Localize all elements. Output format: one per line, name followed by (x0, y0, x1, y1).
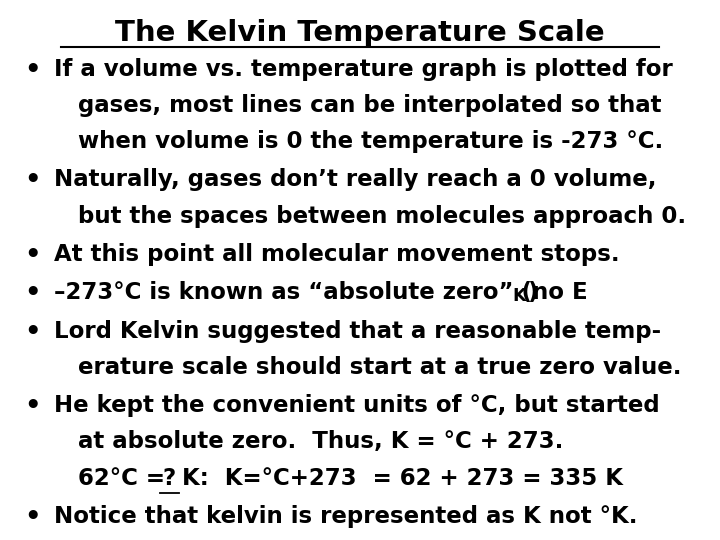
Text: •: • (24, 58, 40, 84)
Text: •: • (24, 243, 40, 269)
Text: He kept the convenient units of °C, but started: He kept the convenient units of °C, but … (54, 394, 660, 417)
Text: ): ) (527, 281, 538, 305)
Text: •: • (24, 320, 40, 346)
Text: •: • (24, 505, 40, 531)
Text: The Kelvin Temperature Scale: The Kelvin Temperature Scale (115, 19, 605, 47)
Text: At this point all molecular movement stops.: At this point all molecular movement sto… (54, 243, 620, 266)
Text: erature scale should start at a true zero value.: erature scale should start at a true zer… (78, 356, 681, 379)
Text: Notice that kelvin is represented as K not °K.: Notice that kelvin is represented as K n… (54, 505, 637, 528)
Text: K:  K=°C+273  = 62 + 273 = 335 K: K: K=°C+273 = 62 + 273 = 335 K (174, 467, 624, 490)
Text: If a volume vs. temperature graph is plotted for: If a volume vs. temperature graph is plo… (54, 58, 672, 81)
Text: K: K (513, 287, 526, 305)
Text: Naturally, gases don’t really reach a 0 volume,: Naturally, gases don’t really reach a 0 … (54, 168, 657, 192)
Text: but the spaces between molecules approach 0.: but the spaces between molecules approac… (78, 205, 686, 228)
Text: when volume is 0 the temperature is -273 °C.: when volume is 0 the temperature is -273… (78, 130, 663, 153)
Text: •: • (24, 394, 40, 420)
Text: –273°C is known as “absolute zero” (no E: –273°C is known as “absolute zero” (no E (54, 281, 588, 305)
Text: at absolute zero.  Thus, K = °C + 273.: at absolute zero. Thus, K = °C + 273. (78, 430, 563, 454)
Text: •: • (24, 281, 40, 307)
Text: Lord Kelvin suggested that a reasonable temp-: Lord Kelvin suggested that a reasonable … (54, 320, 661, 343)
Text: •: • (24, 168, 40, 194)
Text: 62°C =: 62°C = (78, 467, 173, 490)
Text: gases, most lines can be interpolated so that: gases, most lines can be interpolated so… (78, 94, 661, 117)
Text: ?: ? (162, 467, 175, 490)
